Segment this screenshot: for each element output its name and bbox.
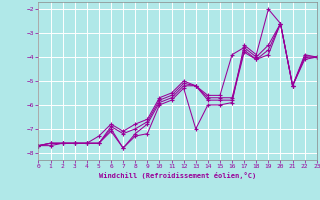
X-axis label: Windchill (Refroidissement éolien,°C): Windchill (Refroidissement éolien,°C) <box>99 172 256 179</box>
